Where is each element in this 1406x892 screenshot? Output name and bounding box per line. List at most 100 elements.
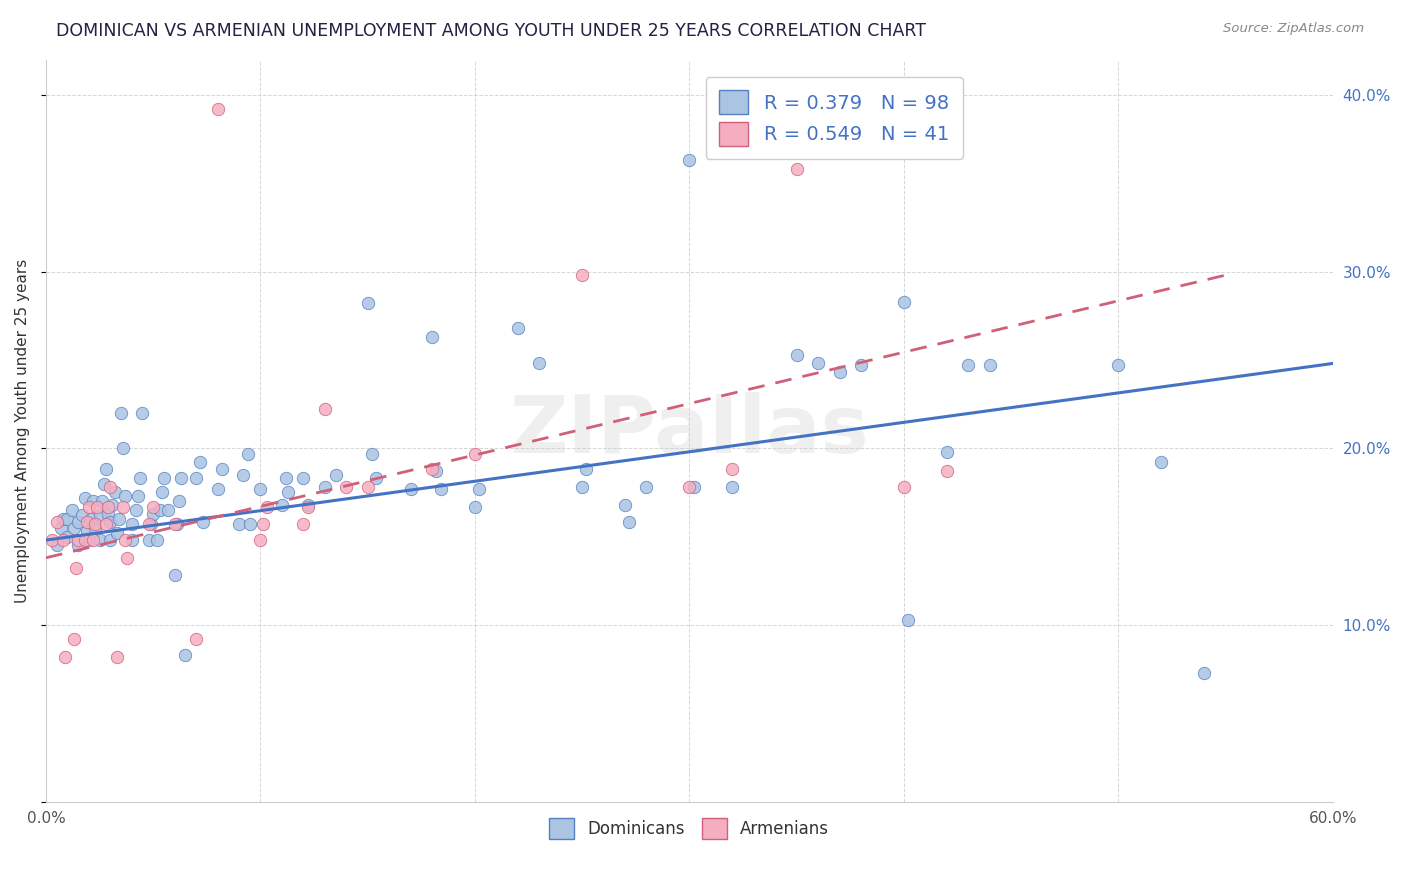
Point [721, 462, 744, 476]
Point [1150, 455, 1173, 469]
Point [897, 613, 920, 627]
Point [121, 533, 143, 548]
Point [84, 517, 107, 532]
Point [138, 533, 160, 548]
Point [105, 649, 128, 664]
Point [138, 517, 160, 532]
Point [104, 485, 127, 500]
Point [84, 521, 107, 535]
Point [678, 480, 700, 494]
Point [67, 538, 90, 552]
Point [292, 517, 315, 532]
Point [41, 533, 63, 548]
Point [63, 632, 86, 646]
Point [228, 517, 250, 532]
Point [935, 464, 957, 478]
Point [65, 561, 87, 575]
Point [893, 480, 915, 494]
Point [67, 533, 90, 548]
Point [207, 482, 229, 496]
Point [163, 568, 186, 582]
Point [63, 521, 86, 535]
Point [614, 498, 637, 512]
Point [429, 482, 451, 496]
Point [957, 358, 980, 372]
Point [52, 533, 75, 548]
Point [117, 550, 139, 565]
Point [163, 517, 186, 532]
Point [190, 455, 212, 469]
Point [249, 482, 271, 496]
Point [249, 533, 271, 548]
Point [149, 503, 172, 517]
Point [86, 500, 108, 514]
Point [464, 500, 486, 514]
Point [256, 500, 278, 514]
Point [292, 471, 315, 485]
Point [357, 296, 380, 310]
Point [112, 500, 135, 514]
Point [399, 482, 422, 496]
Point [114, 533, 136, 548]
Point [529, 356, 551, 370]
Point [97, 507, 120, 521]
Point [73, 533, 96, 548]
Point [77, 533, 100, 548]
Point [110, 406, 132, 420]
Point [49, 521, 72, 535]
Point [636, 480, 658, 494]
Point [571, 268, 593, 282]
Point [56, 512, 79, 526]
Point [979, 358, 1001, 372]
Point [45, 516, 67, 530]
Point [166, 517, 188, 532]
Point [619, 516, 641, 530]
Point [52, 512, 75, 526]
Point [139, 517, 162, 532]
Point [153, 471, 176, 485]
Point [678, 153, 700, 168]
Point [325, 467, 347, 482]
Point [80, 512, 103, 526]
Point [167, 494, 190, 508]
Point [94, 462, 117, 476]
Point [1107, 358, 1129, 372]
Y-axis label: Unemployment Among Youth under 25 years: Unemployment Among Youth under 25 years [15, 259, 30, 603]
Point [174, 648, 197, 662]
Point [786, 348, 808, 362]
Point [468, 482, 491, 496]
Point [357, 480, 380, 494]
Point [76, 516, 98, 530]
Legend: Dominicans, Armenians: Dominicans, Armenians [543, 812, 837, 846]
Point [184, 632, 207, 646]
Point [807, 356, 830, 370]
Point [93, 476, 115, 491]
Point [89, 533, 111, 548]
Point [67, 516, 90, 530]
Point [121, 517, 143, 532]
Point [53, 649, 76, 664]
Point [191, 516, 214, 530]
Point [77, 500, 100, 514]
Point [94, 517, 117, 532]
Point [56, 530, 79, 544]
Text: ZIPaIlas: ZIPaIlas [509, 392, 869, 469]
Point [335, 480, 357, 494]
Point [366, 471, 388, 485]
Point [131, 406, 153, 420]
Point [239, 517, 262, 532]
Point [420, 462, 443, 476]
Point [114, 489, 136, 503]
Point [82, 533, 104, 548]
Point [297, 498, 319, 512]
Point [82, 494, 104, 508]
Point [129, 471, 152, 485]
Point [60, 503, 83, 517]
Point [207, 102, 229, 116]
Point [73, 491, 96, 505]
Point [170, 471, 193, 485]
Point [828, 365, 851, 379]
Point [89, 508, 111, 523]
Point [108, 512, 131, 526]
Point [76, 524, 98, 539]
